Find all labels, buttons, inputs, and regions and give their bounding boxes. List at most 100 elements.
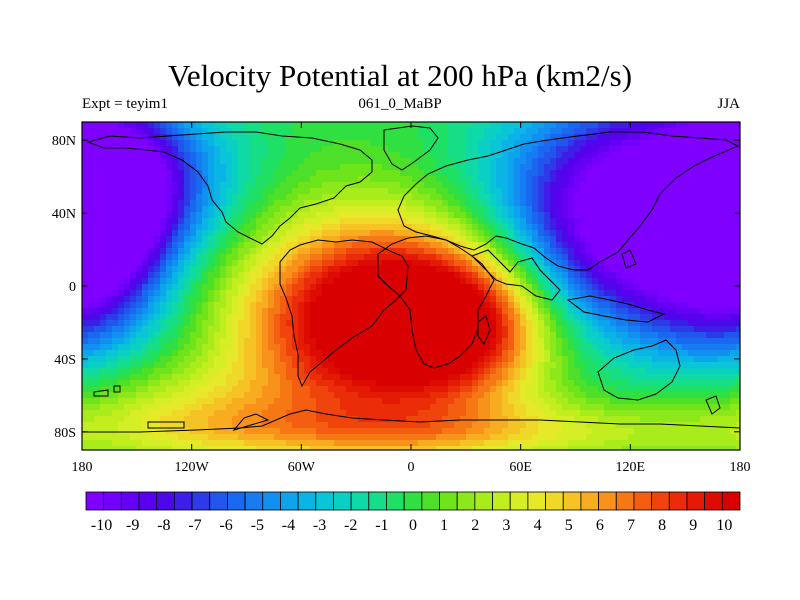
field-cell [142,254,149,261]
field-cell [358,218,365,225]
field-cell [736,260,740,267]
field-cell [148,296,155,303]
field-cell [436,206,443,213]
field-cell [478,290,485,297]
field-cell [268,140,275,147]
field-cell [310,272,317,279]
field-cell [118,188,125,195]
field-cell [592,218,599,225]
field-cell [616,338,623,345]
field-cell [640,368,647,375]
field-cell [646,236,653,243]
field-cell [346,296,353,303]
field-cell [646,248,653,255]
field-cell [232,218,239,225]
field-cell [442,176,449,183]
field-cell [184,356,191,363]
field-cell [394,284,401,291]
field-cell [178,326,185,333]
field-cell [508,152,515,159]
field-cell [406,122,413,129]
field-cell [142,326,149,333]
field-cell [412,254,419,261]
field-cell [298,182,305,189]
field-cell [712,284,719,291]
field-cell [130,242,137,249]
field-cell [154,188,161,195]
field-cell [286,146,293,153]
field-cell [676,338,683,345]
field-cell [628,344,635,351]
field-cell [340,344,347,351]
field-cell [232,212,239,219]
field-cell [460,326,467,333]
field-cell [646,242,653,249]
field-cell [136,170,143,177]
field-cell [310,260,317,267]
field-cell [658,320,665,327]
field-cell [82,296,89,303]
field-cell [430,302,437,309]
field-cell [664,224,671,231]
field-cell [250,170,257,177]
field-cell [598,248,605,255]
field-cell [118,182,125,189]
field-cell [370,260,377,267]
field-cell [334,284,341,291]
field-cell [550,236,557,243]
field-cell [634,158,641,165]
field-cell [670,380,677,387]
field-cell [298,296,305,303]
field-cell [496,236,503,243]
field-cell [298,284,305,291]
field-cell [538,374,545,381]
field-cell [346,206,353,213]
field-cell [646,326,653,333]
field-cell [112,182,119,189]
field-cell [154,194,161,201]
field-cell [256,356,263,363]
field-cell [724,164,731,171]
field-cell [364,206,371,213]
field-cell [280,362,287,369]
field-cell [634,218,641,225]
field-cell [256,236,263,243]
field-cell [256,338,263,345]
field-cell [310,236,317,243]
field-cell [712,200,719,207]
field-cell [358,212,365,219]
field-cell [262,176,269,183]
field-cell [88,134,95,141]
field-cell [154,374,161,381]
field-cell [124,338,131,345]
field-cell [676,122,683,129]
field-cell [238,266,245,273]
field-cell [622,170,629,177]
field-cell [322,362,329,369]
field-cell [400,380,407,387]
field-cell [394,326,401,333]
field-cell [466,158,473,165]
field-cell [544,152,551,159]
field-cell [676,194,683,201]
field-cell [190,146,197,153]
field-cell [682,356,689,363]
field-cell [418,140,425,147]
field-cell [280,332,287,339]
field-cell [436,272,443,279]
field-cell [388,302,395,309]
field-cell [454,266,461,273]
field-cell [268,314,275,321]
field-cell [148,122,155,129]
field-cell [514,362,521,369]
field-cell [682,122,689,129]
field-cell [184,188,191,195]
field-cell [580,236,587,243]
field-cell [706,374,713,381]
field-cell [376,362,383,369]
field-cell [328,302,335,309]
field-cell [532,194,539,201]
field-cell [676,332,683,339]
field-cell [322,152,329,159]
field-cell [154,152,161,159]
